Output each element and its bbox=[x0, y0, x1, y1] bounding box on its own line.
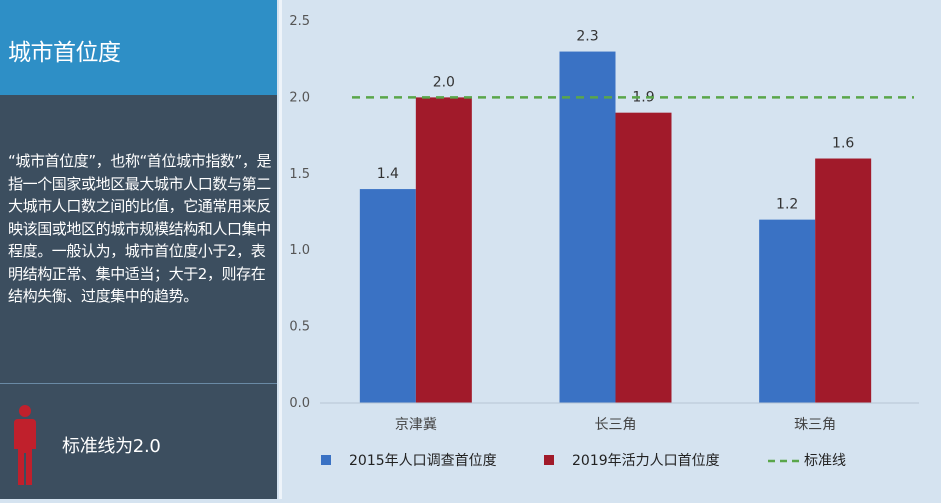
x-tick-label: 珠三角 bbox=[794, 417, 836, 433]
y-tick-label: 0.5 bbox=[289, 320, 310, 335]
legend-swatch bbox=[544, 455, 554, 465]
data-label: 1.4 bbox=[377, 166, 399, 182]
chart-panel: 0.0 0.5 1.0 1.5 2.0 2.5 1.4 2.0 京津冀 2.3 1.9 长三角 1.2 1… bbox=[282, 0, 941, 499]
data-label: 2.0 bbox=[433, 74, 455, 90]
x-tick-label: 长三角 bbox=[595, 417, 637, 433]
bar-chart: 0.0 0.5 1.0 1.5 2.0 2.5 1.4 2.0 京津冀 2.3 1.9 长三角 1.2 1… bbox=[289, 14, 919, 469]
legend-swatch bbox=[321, 455, 331, 465]
sidebar-header: 城市首位度 bbox=[0, 0, 277, 95]
divider bbox=[0, 383, 277, 384]
legend-label: 标准线 bbox=[804, 453, 846, 469]
person-icon bbox=[14, 405, 36, 485]
y-tick-label: 0.0 bbox=[289, 396, 310, 411]
y-tick-label: 2.0 bbox=[289, 90, 310, 105]
y-tick-label: 1.0 bbox=[289, 243, 310, 258]
bar bbox=[759, 219, 816, 403]
y-tick-label: 1.5 bbox=[289, 167, 310, 182]
bar bbox=[415, 97, 472, 404]
data-label: 1.9 bbox=[632, 90, 654, 106]
bar bbox=[559, 51, 616, 404]
legend-label: 2019年活力人口首位度 bbox=[572, 453, 720, 469]
reference-note: 标准线为2.0 bbox=[62, 436, 161, 457]
x-tick-label: 京津冀 bbox=[395, 417, 437, 433]
page-title: 城市首位度 bbox=[8, 40, 121, 66]
data-label: 1.2 bbox=[776, 197, 798, 213]
legend-label: 2015年人口调查首位度 bbox=[349, 453, 497, 469]
bar bbox=[359, 189, 416, 403]
data-label: 2.3 bbox=[576, 29, 598, 45]
sidebar: 城市首位度 “城市首位度”，也称“首位城市指数”，是指一个国家或地区最大城市人口… bbox=[0, 0, 277, 499]
data-label: 1.6 bbox=[832, 136, 854, 152]
bar bbox=[815, 158, 872, 403]
panel-border bbox=[279, 0, 282, 499]
bar bbox=[615, 112, 672, 404]
y-tick-label: 2.5 bbox=[289, 14, 310, 29]
description-text: “城市首位度”，也称“首位城市指数”，是指一个国家或地区最大城市人口数与第二大城… bbox=[8, 152, 272, 305]
